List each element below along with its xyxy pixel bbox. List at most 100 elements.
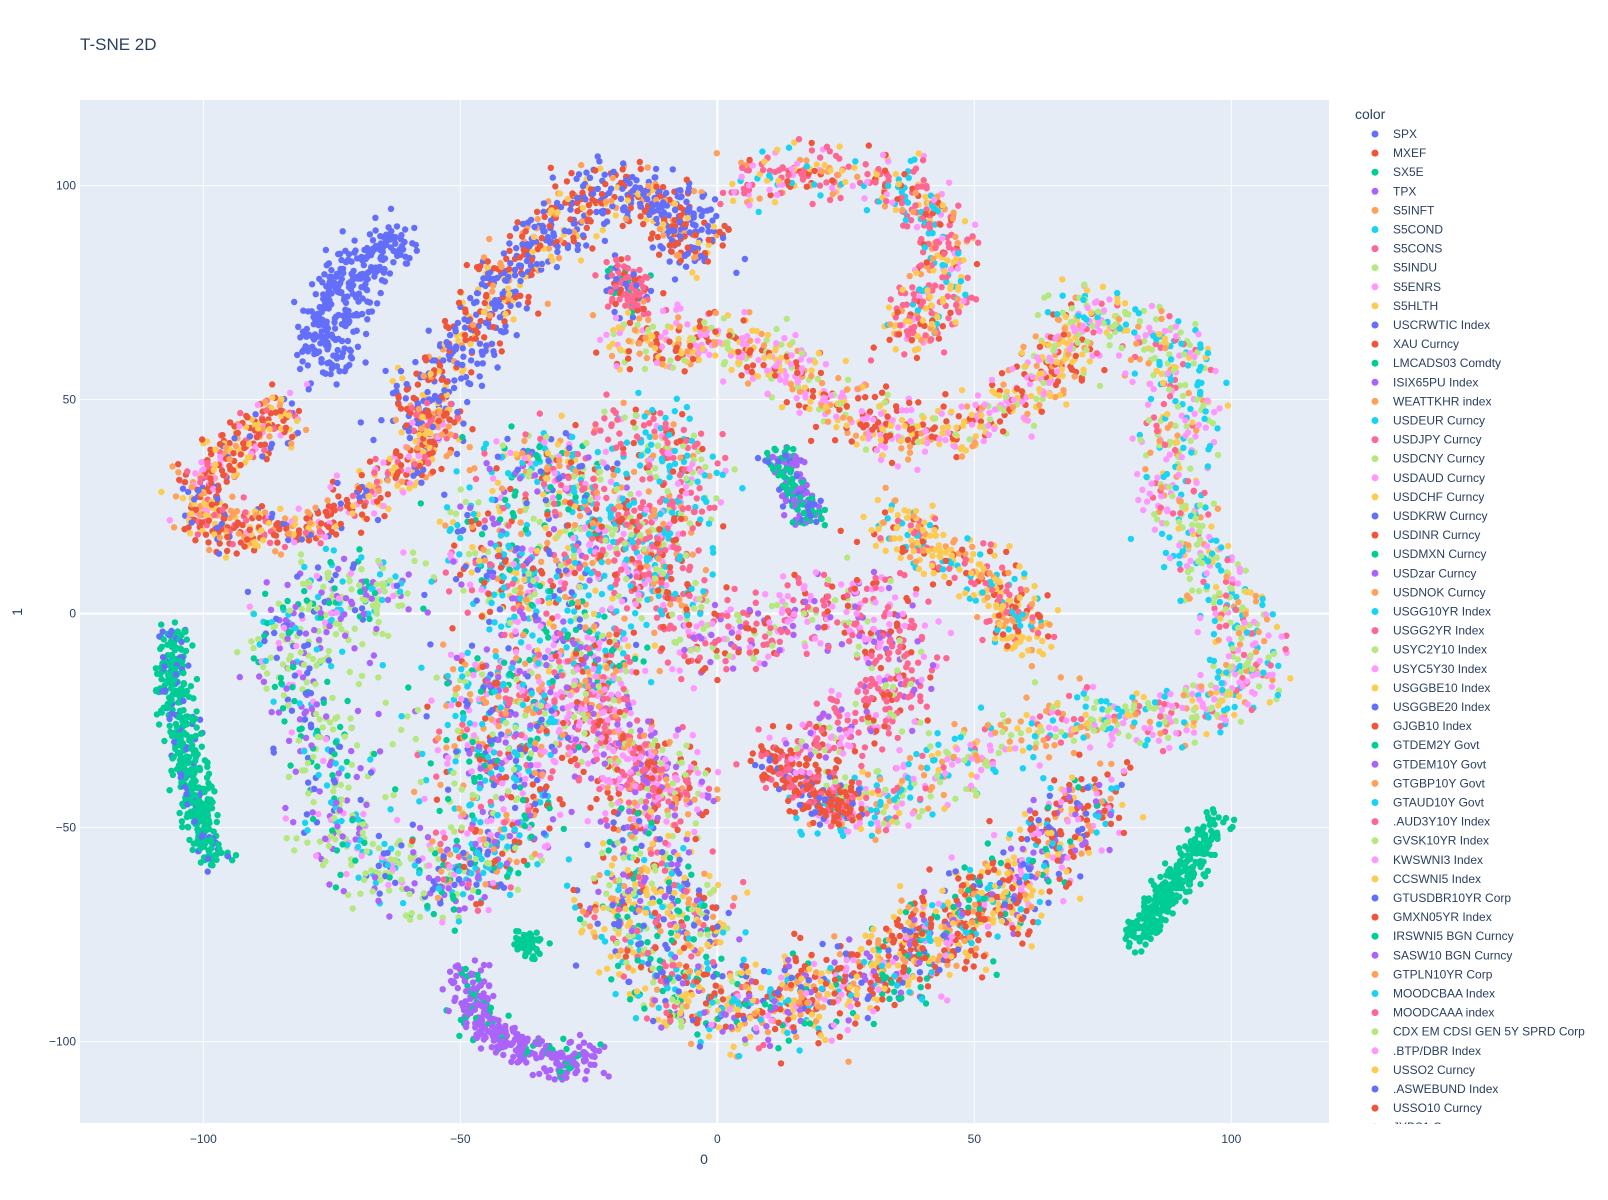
scatter-point	[597, 165, 604, 172]
scatter-point	[277, 407, 284, 414]
scatter-point	[586, 208, 594, 216]
scatter-point	[554, 243, 561, 250]
scatter-point	[477, 317, 484, 325]
scatter-point	[443, 339, 450, 346]
scatter-point	[622, 177, 630, 184]
scatter-point	[839, 832, 847, 839]
scatter-point	[948, 408, 955, 415]
scatter-point	[663, 189, 670, 197]
scatter-point	[385, 505, 392, 513]
scatter-point	[415, 452, 422, 460]
scatter-point	[418, 425, 425, 432]
scatter-point	[1278, 633, 1285, 640]
scatter-point	[478, 382, 486, 389]
scatter-point	[864, 618, 871, 625]
scatter-point	[913, 269, 920, 276]
scatter-point	[1214, 425, 1221, 432]
scatter-point	[299, 328, 307, 335]
scatter-point	[663, 202, 671, 209]
scatter-point	[1134, 470, 1141, 478]
scatter-point	[348, 355, 356, 362]
scatter-point	[235, 530, 242, 537]
scatter-point	[1053, 368, 1061, 375]
scatter-point	[380, 459, 387, 466]
scatter-point	[637, 165, 644, 173]
scatter-point	[717, 200, 724, 208]
scatter-point	[1106, 333, 1113, 340]
scatter-point	[354, 343, 362, 350]
scatter-point	[838, 798, 845, 805]
scatter-point	[776, 592, 783, 599]
scatter-point	[647, 287, 655, 295]
scatter-point	[728, 629, 735, 636]
scatter-point	[1129, 378, 1136, 386]
scatter-point	[1168, 703, 1176, 710]
scatter-point	[330, 502, 338, 509]
scatter-point	[811, 181, 818, 188]
scatter-point	[636, 158, 643, 166]
scatter-point	[1222, 717, 1230, 724]
scatter-point	[886, 432, 894, 439]
scatter-point	[913, 354, 921, 362]
scatter-point	[474, 360, 481, 367]
scatter-point	[324, 497, 331, 504]
scatter-point	[725, 623, 732, 630]
scatter-point	[742, 624, 750, 632]
scatter-point	[1164, 411, 1171, 418]
scatter-point	[322, 341, 329, 349]
scatter-point	[285, 530, 293, 537]
scatter-point	[1120, 719, 1127, 727]
scatter-point	[362, 359, 369, 366]
scatter-point	[934, 313, 941, 321]
scatter-point	[1054, 709, 1062, 716]
scatter-point	[405, 453, 412, 460]
scatter-point	[392, 240, 399, 247]
scatter-point	[895, 180, 902, 188]
scatter-point	[440, 412, 448, 419]
scatter-point	[337, 505, 344, 512]
scatter-point	[727, 606, 734, 613]
scatter-point	[1051, 742, 1058, 749]
scatter-point	[776, 647, 783, 654]
scatter-point	[401, 226, 409, 233]
scatter-point	[912, 591, 919, 598]
scatter-point	[1236, 565, 1243, 572]
scatter-point	[414, 444, 421, 452]
scatter-point	[1282, 646, 1289, 653]
scatter-point	[881, 203, 889, 210]
scatter-point	[504, 285, 512, 292]
scatter-point	[261, 446, 268, 454]
scatter-point	[735, 348, 742, 356]
scatter-point	[825, 790, 832, 797]
scatter-point	[1195, 421, 1203, 429]
scatter-point	[1116, 325, 1124, 332]
scatter-point	[784, 582, 791, 589]
scatter-point	[907, 794, 914, 801]
scatter-point	[213, 524, 221, 532]
scatter-point	[745, 186, 753, 194]
scatter-point	[305, 386, 312, 393]
scatter-point	[240, 494, 247, 501]
scatter-point	[665, 227, 673, 235]
scatter-point	[788, 165, 795, 172]
scatter-point	[720, 378, 727, 385]
scatter-point	[911, 296, 918, 304]
scatter-point	[796, 761, 803, 768]
scatter-point	[649, 244, 656, 251]
scatter-point	[245, 440, 252, 448]
scatter-point	[712, 352, 719, 359]
scatter-point	[1096, 327, 1103, 335]
scatter-point	[500, 250, 508, 257]
scatter-point	[851, 164, 858, 171]
scatter-point	[960, 256, 967, 264]
scatter-point	[659, 361, 666, 368]
scatter-point	[288, 440, 295, 447]
scatter-point	[335, 250, 342, 258]
scatter-point	[241, 543, 248, 550]
scatter-point	[683, 176, 690, 183]
scatter-point	[259, 453, 266, 460]
scatter-point	[1172, 323, 1180, 330]
scatter-point	[741, 255, 749, 263]
scatter-point	[695, 239, 702, 247]
scatter-point	[705, 236, 712, 243]
